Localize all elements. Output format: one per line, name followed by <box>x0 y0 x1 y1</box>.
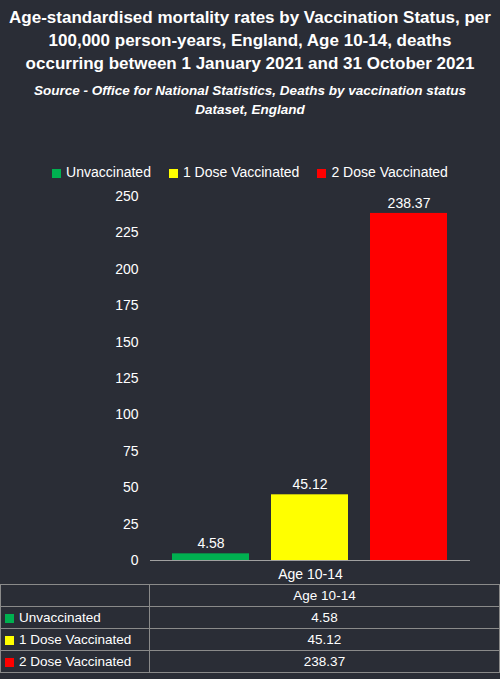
svg-text:250: 250 <box>115 188 139 204</box>
svg-text:175: 175 <box>115 297 139 313</box>
svg-text:75: 75 <box>123 443 139 459</box>
html-text:Age-standardised mortality rat: Age-standardised mortality rates by Vacc… <box>9 8 491 73</box>
svg-text:238.37: 238.37 <box>388 195 431 211</box>
html-text:Source - Office for National S: Source - Office for National Statistics,… <box>34 83 466 117</box>
svg-text:45.12: 45.12 <box>292 476 327 492</box>
html-text:2 Dose Vaccinated: 2 Dose Vaccinated <box>19 654 132 669</box>
html-text:Unvaccinated: Unvaccinated <box>66 164 151 180</box>
html-text:1 Dose Vaccinated: 1 Dose Vaccinated <box>19 632 132 647</box>
html-text:238.37: 238.37 <box>303 654 346 669</box>
svg-text:150: 150 <box>115 334 139 350</box>
html-text:4.58: 4.58 <box>311 610 338 625</box>
html-text:45.12: 45.12 <box>307 632 342 647</box>
svg-text:200: 200 <box>115 261 139 277</box>
html-text:Age 10-14: Age 10-14 <box>293 588 356 603</box>
svg-text:Age 10-14: Age 10-14 <box>278 566 343 582</box>
html-text:Unvaccinated: Unvaccinated <box>19 610 101 625</box>
svg-text:50: 50 <box>123 479 139 495</box>
html-text:1 Dose Vaccinated: 1 Dose Vaccinated <box>182 164 300 180</box>
svg-text:0: 0 <box>131 552 139 568</box>
svg-text:4.58: 4.58 <box>197 535 224 551</box>
svg-text:125: 125 <box>115 370 139 386</box>
svg-text:225: 225 <box>115 224 139 240</box>
svg-text:25: 25 <box>123 516 139 532</box>
html-text:2 Dose Vaccinated: 2 Dose Vaccinated <box>331 164 448 180</box>
svg-text:100: 100 <box>115 406 139 422</box>
